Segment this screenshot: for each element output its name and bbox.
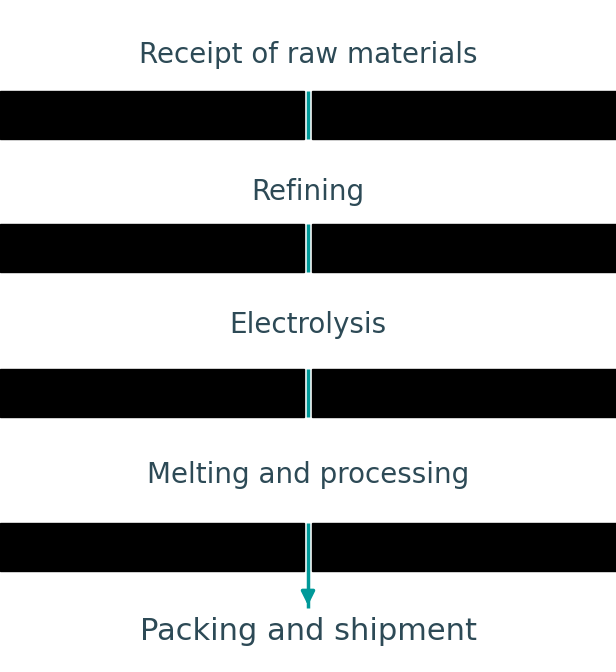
Bar [312,224,616,272]
Text: Melting and processing: Melting and processing [147,461,469,489]
Text: Electrolysis: Electrolysis [229,311,387,339]
Bar [312,91,616,139]
Text: Packing and shipment: Packing and shipment [139,617,477,646]
Bar [0,224,304,272]
Bar [0,523,304,571]
Text: Refining: Refining [251,178,365,206]
Bar [0,369,304,417]
Text: Receipt of raw materials: Receipt of raw materials [139,41,477,69]
Bar [312,523,616,571]
Bar [0,91,304,139]
Bar [312,369,616,417]
